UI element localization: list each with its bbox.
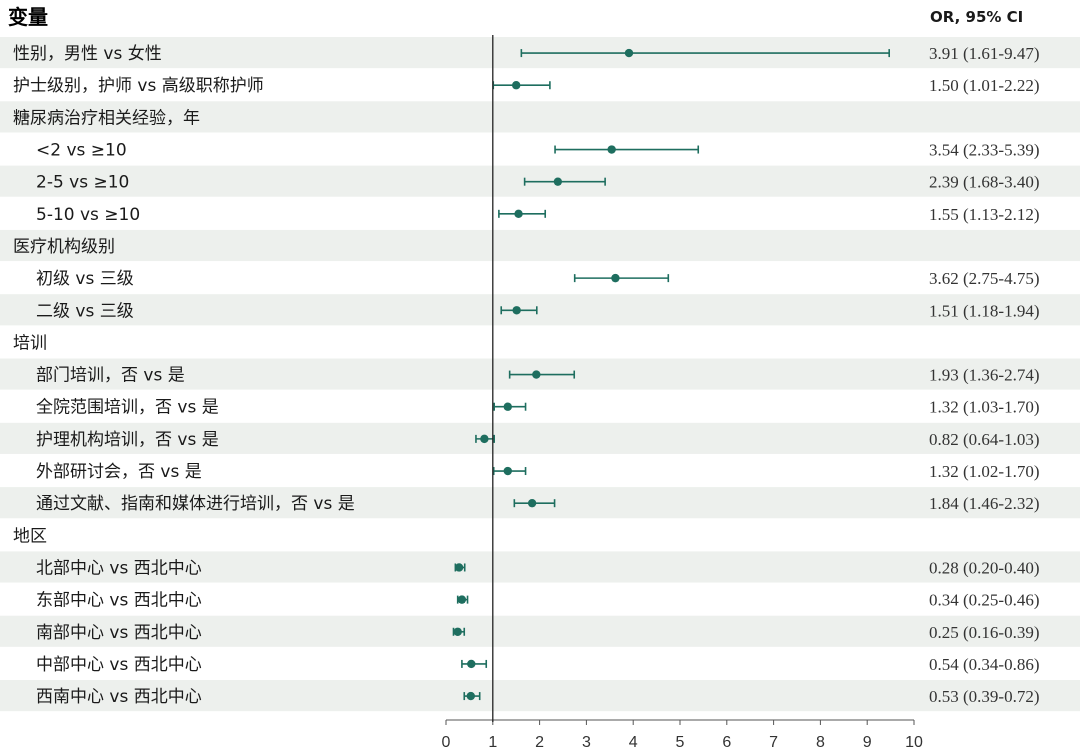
row-label: 南部中心 vs 西北中心 bbox=[36, 623, 202, 643]
row-label: 护理机构培训，否 vs 是 bbox=[36, 430, 219, 450]
or-values: 3.91 (1.61-9.47) 1.50 (1.01-2.22) 3.54 (2.… bbox=[929, 44, 1039, 706]
or-value-text: 0.54 (0.34-0.86) bbox=[929, 655, 1039, 674]
row-label: 2-5 vs ≥10 bbox=[36, 173, 129, 193]
ci-group bbox=[493, 402, 527, 411]
x-tick-label: 5 bbox=[676, 734, 685, 751]
row-label: 西南中心 vs 西北中心 bbox=[36, 687, 202, 707]
or-point bbox=[457, 595, 467, 604]
row-band bbox=[0, 615, 1080, 647]
ci-group bbox=[463, 691, 481, 701]
row-band bbox=[0, 294, 1080, 326]
ci-group bbox=[520, 48, 890, 58]
ci-group bbox=[523, 177, 606, 186]
row-label: 外部研讨会，否 vs 是 bbox=[36, 462, 202, 482]
or-value-text: 3.62 (2.75-4.75) bbox=[929, 269, 1039, 288]
ci-group bbox=[454, 563, 466, 572]
or-point bbox=[611, 273, 620, 283]
or-value-text: 0.53 (0.39-0.72) bbox=[929, 687, 1039, 706]
row-band bbox=[0, 551, 1080, 583]
x-tick-label: 3 bbox=[582, 734, 591, 751]
or-point bbox=[607, 145, 616, 154]
ci-group bbox=[452, 627, 466, 636]
x-tick-label: 2 bbox=[535, 734, 544, 751]
or-point bbox=[454, 563, 464, 572]
row-label: 培训 bbox=[13, 333, 47, 353]
x-tick-label: 8 bbox=[816, 734, 825, 751]
row-label: 5-10 vs ≥10 bbox=[36, 205, 140, 225]
or-value-text: 1.55 (1.13-2.12) bbox=[929, 205, 1039, 224]
ci-group bbox=[573, 273, 670, 283]
ci-group bbox=[456, 595, 469, 604]
or-value-text: 0.82 (0.64-1.03) bbox=[929, 430, 1039, 449]
or-value-text: 1.93 (1.36-2.74) bbox=[929, 366, 1039, 385]
row-label: 性别，男性 vs 女性 bbox=[13, 44, 162, 64]
ci-group bbox=[554, 145, 700, 154]
row-label: 部门培训，否 vs 是 bbox=[36, 366, 185, 386]
row-label: 全院范围培训，否 vs 是 bbox=[36, 398, 219, 418]
header-variable: 变量 bbox=[8, 5, 48, 29]
row-label: 通过文献、指南和媒体进行培训，否 vs 是 bbox=[36, 494, 355, 514]
ci-group bbox=[498, 209, 547, 219]
or-point bbox=[624, 48, 634, 58]
ci-group bbox=[461, 659, 488, 669]
row-bands bbox=[0, 37, 1080, 712]
or-point bbox=[527, 498, 537, 508]
ci-group bbox=[492, 81, 551, 90]
row-label: 护士级别，护师 vs 高级职称护师 bbox=[13, 76, 264, 96]
row-label: <2 vs ≥10 bbox=[36, 141, 127, 161]
row-band bbox=[0, 229, 1080, 262]
row-label: 北部中心 vs 西北中心 bbox=[36, 558, 202, 578]
or-point bbox=[512, 306, 521, 315]
x-tick-label: 6 bbox=[722, 734, 731, 751]
ci-group bbox=[513, 498, 556, 508]
or-point bbox=[503, 402, 512, 411]
x-tick-label: 0 bbox=[442, 734, 451, 751]
row-label: 东部中心 vs 西北中心 bbox=[36, 591, 202, 611]
ci-group bbox=[492, 466, 527, 476]
row-band bbox=[0, 680, 1080, 712]
or-point bbox=[553, 177, 563, 186]
or-value-text: 0.28 (0.20-0.40) bbox=[929, 558, 1039, 577]
or-value-text: 1.51 (1.18-1.94) bbox=[929, 301, 1039, 320]
x-tick-label: 1 bbox=[488, 734, 497, 751]
ci-group bbox=[508, 370, 576, 379]
row-label: 医疗机构级别 bbox=[13, 237, 115, 257]
ci-group bbox=[500, 306, 538, 315]
x-tick-label: 4 bbox=[629, 734, 638, 751]
x-tick-label: 7 bbox=[769, 734, 778, 751]
row-band bbox=[0, 422, 1080, 454]
x-axis: 0 1 2 3 4 5 6 7 8 9 10 bbox=[442, 719, 923, 751]
row-label: 糖尿病治疗相关经验，年 bbox=[13, 108, 200, 128]
or-point bbox=[467, 659, 476, 669]
or-value-text: 0.25 (0.16-0.39) bbox=[929, 623, 1039, 642]
or-value-text: 1.84 (1.46-2.32) bbox=[929, 494, 1039, 513]
or-value-text: 0.34 (0.25-0.46) bbox=[929, 591, 1039, 610]
ci-group bbox=[475, 434, 496, 444]
header-or-ci: OR, 95% CI bbox=[930, 8, 1023, 26]
or-point bbox=[480, 434, 489, 444]
or-point bbox=[466, 691, 476, 701]
or-value-text: 1.32 (1.02-1.70) bbox=[929, 462, 1039, 481]
x-tick-label: 9 bbox=[863, 734, 872, 751]
or-point bbox=[514, 209, 523, 219]
or-point bbox=[532, 370, 541, 379]
x-tick-label: 10 bbox=[905, 734, 923, 751]
or-value-text: 3.91 (1.61-9.47) bbox=[929, 44, 1039, 63]
or-value-text: 2.39 (1.68-3.40) bbox=[929, 173, 1039, 192]
or-value-text: 1.50 (1.01-2.22) bbox=[929, 76, 1039, 95]
or-point bbox=[453, 627, 462, 636]
or-point bbox=[503, 466, 512, 476]
row-label: 二级 vs 三级 bbox=[36, 301, 134, 321]
row-label: 初级 vs 三级 bbox=[36, 269, 134, 289]
or-value-text: 3.54 (2.33-5.39) bbox=[929, 141, 1039, 160]
row-label: 地区 bbox=[13, 526, 47, 546]
row-band bbox=[0, 101, 1080, 133]
or-point bbox=[512, 81, 521, 90]
or-value-text: 1.32 (1.03-1.70) bbox=[929, 398, 1039, 417]
row-label: 中部中心 vs 西北中心 bbox=[36, 655, 202, 675]
